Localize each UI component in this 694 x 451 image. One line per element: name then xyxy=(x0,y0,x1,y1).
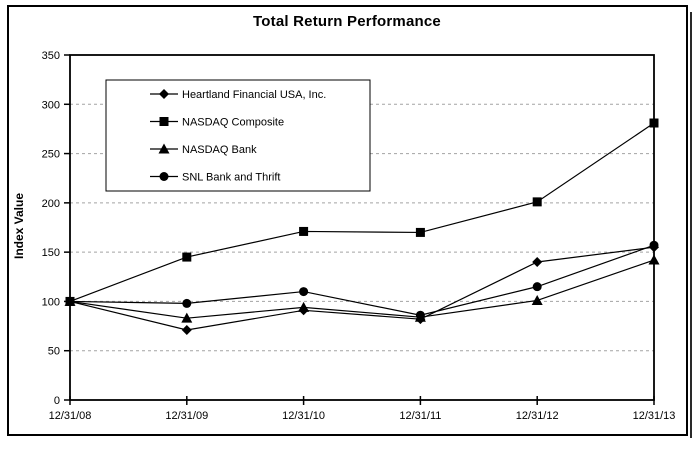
series-line-2 xyxy=(69,259,655,319)
series-line-0 xyxy=(69,246,655,331)
data-point-square xyxy=(182,252,192,262)
data-point-square xyxy=(532,197,542,207)
x-axis-tick-label: 12/31/08 xyxy=(49,410,92,422)
y-axis-tick-label: 250 xyxy=(42,149,60,161)
series-line-3 xyxy=(69,244,655,316)
legend-label: SNL Bank and Thrift xyxy=(182,172,280,184)
data-point-circle xyxy=(182,298,192,308)
data-point-circle xyxy=(649,240,659,250)
outer-border xyxy=(7,5,688,436)
legend-label: Heartland Financial USA, Inc. xyxy=(182,89,326,101)
data-point-circle xyxy=(299,287,309,297)
data-point-circle xyxy=(415,310,425,320)
data-point-square xyxy=(415,227,425,237)
data-point-triangle xyxy=(298,301,310,312)
data-point-triangle xyxy=(181,312,193,323)
plot-border xyxy=(69,54,655,401)
x-axis-tick-label: 12/31/12 xyxy=(516,410,559,422)
data-point-square xyxy=(649,118,659,128)
y-axis-tick-label: 150 xyxy=(42,247,60,259)
x-axis-tick-label: 12/31/09 xyxy=(165,410,208,422)
data-point-circle xyxy=(532,282,542,292)
legend-box xyxy=(105,79,371,192)
legend-label: NASDAQ Composite xyxy=(182,117,284,129)
data-point-circle xyxy=(65,296,75,306)
x-axis-tick-label: 12/31/10 xyxy=(282,410,325,422)
data-point-diamond xyxy=(181,325,192,336)
x-axis-tick-label: 12/31/13 xyxy=(633,410,676,422)
chart-title: Total Return Performance xyxy=(253,13,441,30)
x-axis-tick-label: 12/31/11 xyxy=(399,410,441,422)
data-point-triangle xyxy=(648,254,660,265)
y-axis-tick-label: 350 xyxy=(42,50,60,62)
y-axis-tick-label: 300 xyxy=(42,99,60,111)
legend-marker-circle xyxy=(159,172,169,181)
legend-label: NASDAQ Bank xyxy=(182,144,257,156)
y-axis-tick-label: 50 xyxy=(48,346,60,358)
y-axis-tick-label: 200 xyxy=(42,198,60,210)
series-line-1 xyxy=(69,122,655,302)
legend-marker-square xyxy=(159,117,169,126)
data-point-diamond xyxy=(532,257,543,267)
legend-marker-triangle xyxy=(158,143,170,154)
outer-border-shadow xyxy=(690,12,692,438)
y-axis-tick-label: 0 xyxy=(54,395,60,407)
legend-marker-diamond xyxy=(159,89,169,99)
data-point-triangle xyxy=(531,294,543,305)
data-point-square xyxy=(299,226,309,236)
y-axis-tick-label: 100 xyxy=(42,296,60,308)
